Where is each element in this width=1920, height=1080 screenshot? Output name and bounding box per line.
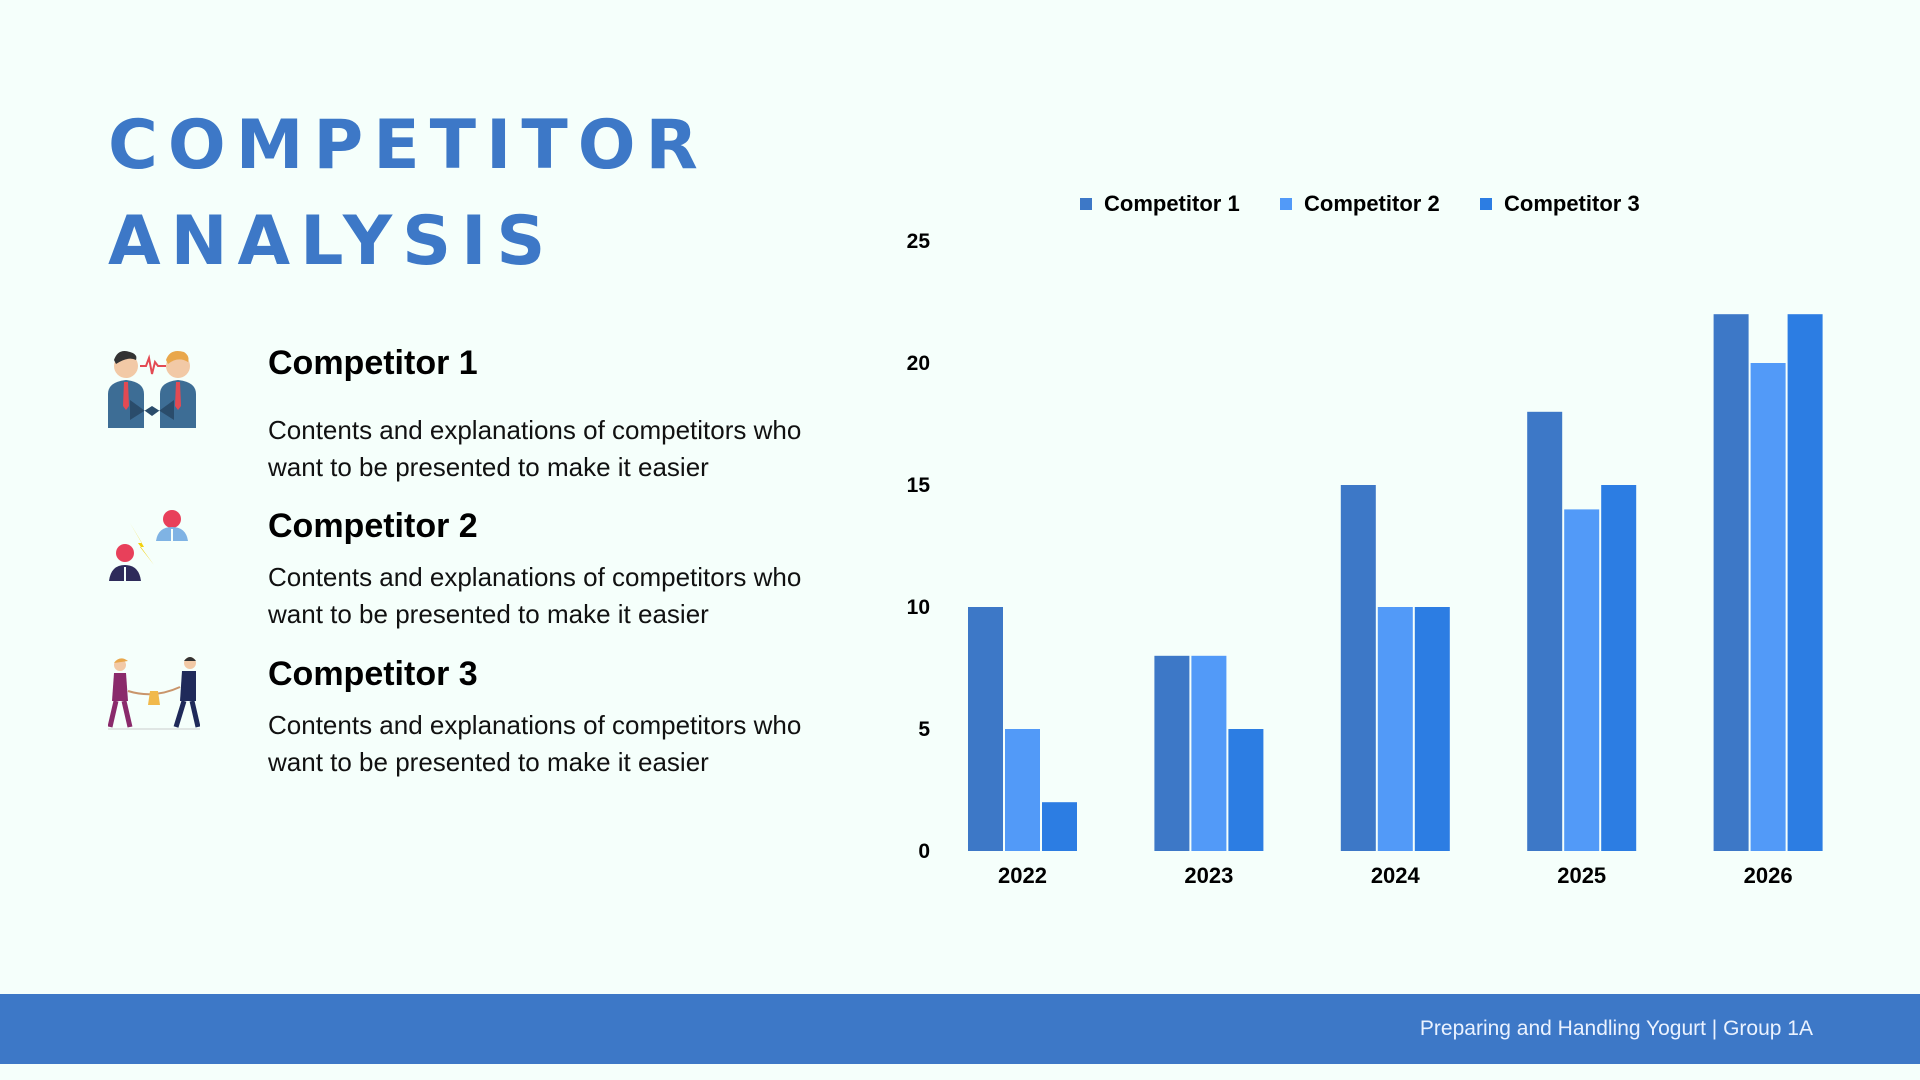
competitor-3-description: Contents and explanations of competitors… (268, 710, 802, 777)
bar-2024-series-3 (1414, 607, 1450, 851)
bar-2023-series-1 (1154, 655, 1190, 851)
bar-2023-series-2 (1191, 655, 1227, 851)
competitor-2-description: Contents and explanations of competitors… (268, 562, 802, 629)
x-tick-label: 2025 (1557, 863, 1606, 888)
y-tick-label: 15 (907, 474, 931, 497)
x-tick-label: 2022 (998, 863, 1047, 888)
bar-2025-series-1 (1527, 411, 1563, 851)
bar-2026-series-2 (1750, 363, 1786, 851)
x-tick-label: 2023 (1184, 863, 1233, 888)
bar-2024-series-1 (1340, 485, 1376, 851)
legend-swatch-3 (1480, 198, 1492, 210)
bar-2026-series-3 (1787, 314, 1823, 851)
y-tick-label: 5 (918, 718, 930, 741)
legend-label-3: Competitor 3 (1504, 191, 1640, 216)
bar-2023-series-3 (1228, 729, 1264, 851)
y-tick-label: 25 (907, 230, 931, 253)
x-tick-label: 2026 (1744, 863, 1793, 888)
footer-bar: Preparing and Handling Yogurt | Group 1A (0, 994, 1920, 1064)
competitor-3-name: Competitor 3 (268, 655, 478, 693)
bar-2022-series-1 (968, 607, 1003, 851)
tug-of-war-icon (108, 657, 200, 730)
conflict-people-icon (109, 510, 188, 581)
bar-2026-series-1 (1713, 314, 1749, 851)
y-tick-label: 0 (918, 840, 930, 863)
y-tick-label: 20 (907, 352, 930, 375)
title-line-1: COMPETITOR (108, 106, 708, 185)
bar-2024-series-2 (1377, 607, 1413, 851)
competitor-1-name: Competitor 1 (268, 344, 478, 382)
legend-label-1: Competitor 1 (1104, 191, 1240, 216)
bar-2022-series-3 (1042, 802, 1077, 851)
x-tick-label: 2024 (1371, 863, 1421, 888)
legend-swatch-2 (1280, 198, 1292, 210)
competitor-1-description: Contents and explanations of competitors… (268, 415, 802, 482)
legend-label-2: Competitor 2 (1304, 191, 1440, 216)
legend-swatch-1 (1080, 198, 1092, 210)
y-tick-label: 10 (907, 596, 930, 619)
bar-2022-series-2 (1005, 729, 1040, 851)
competitor-2-name: Competitor 2 (268, 507, 478, 545)
bar-2025-series-2 (1564, 509, 1600, 851)
heartbeat-rivals-icon (108, 351, 196, 428)
bar-2025-series-3 (1601, 485, 1637, 851)
title-line-2: ANALYSIS (108, 202, 556, 281)
slide-title: COMPETITOR ANALYSIS (108, 98, 708, 290)
footer-text: Preparing and Handling Yogurt | Group 1A (1419, 1017, 1813, 1040)
